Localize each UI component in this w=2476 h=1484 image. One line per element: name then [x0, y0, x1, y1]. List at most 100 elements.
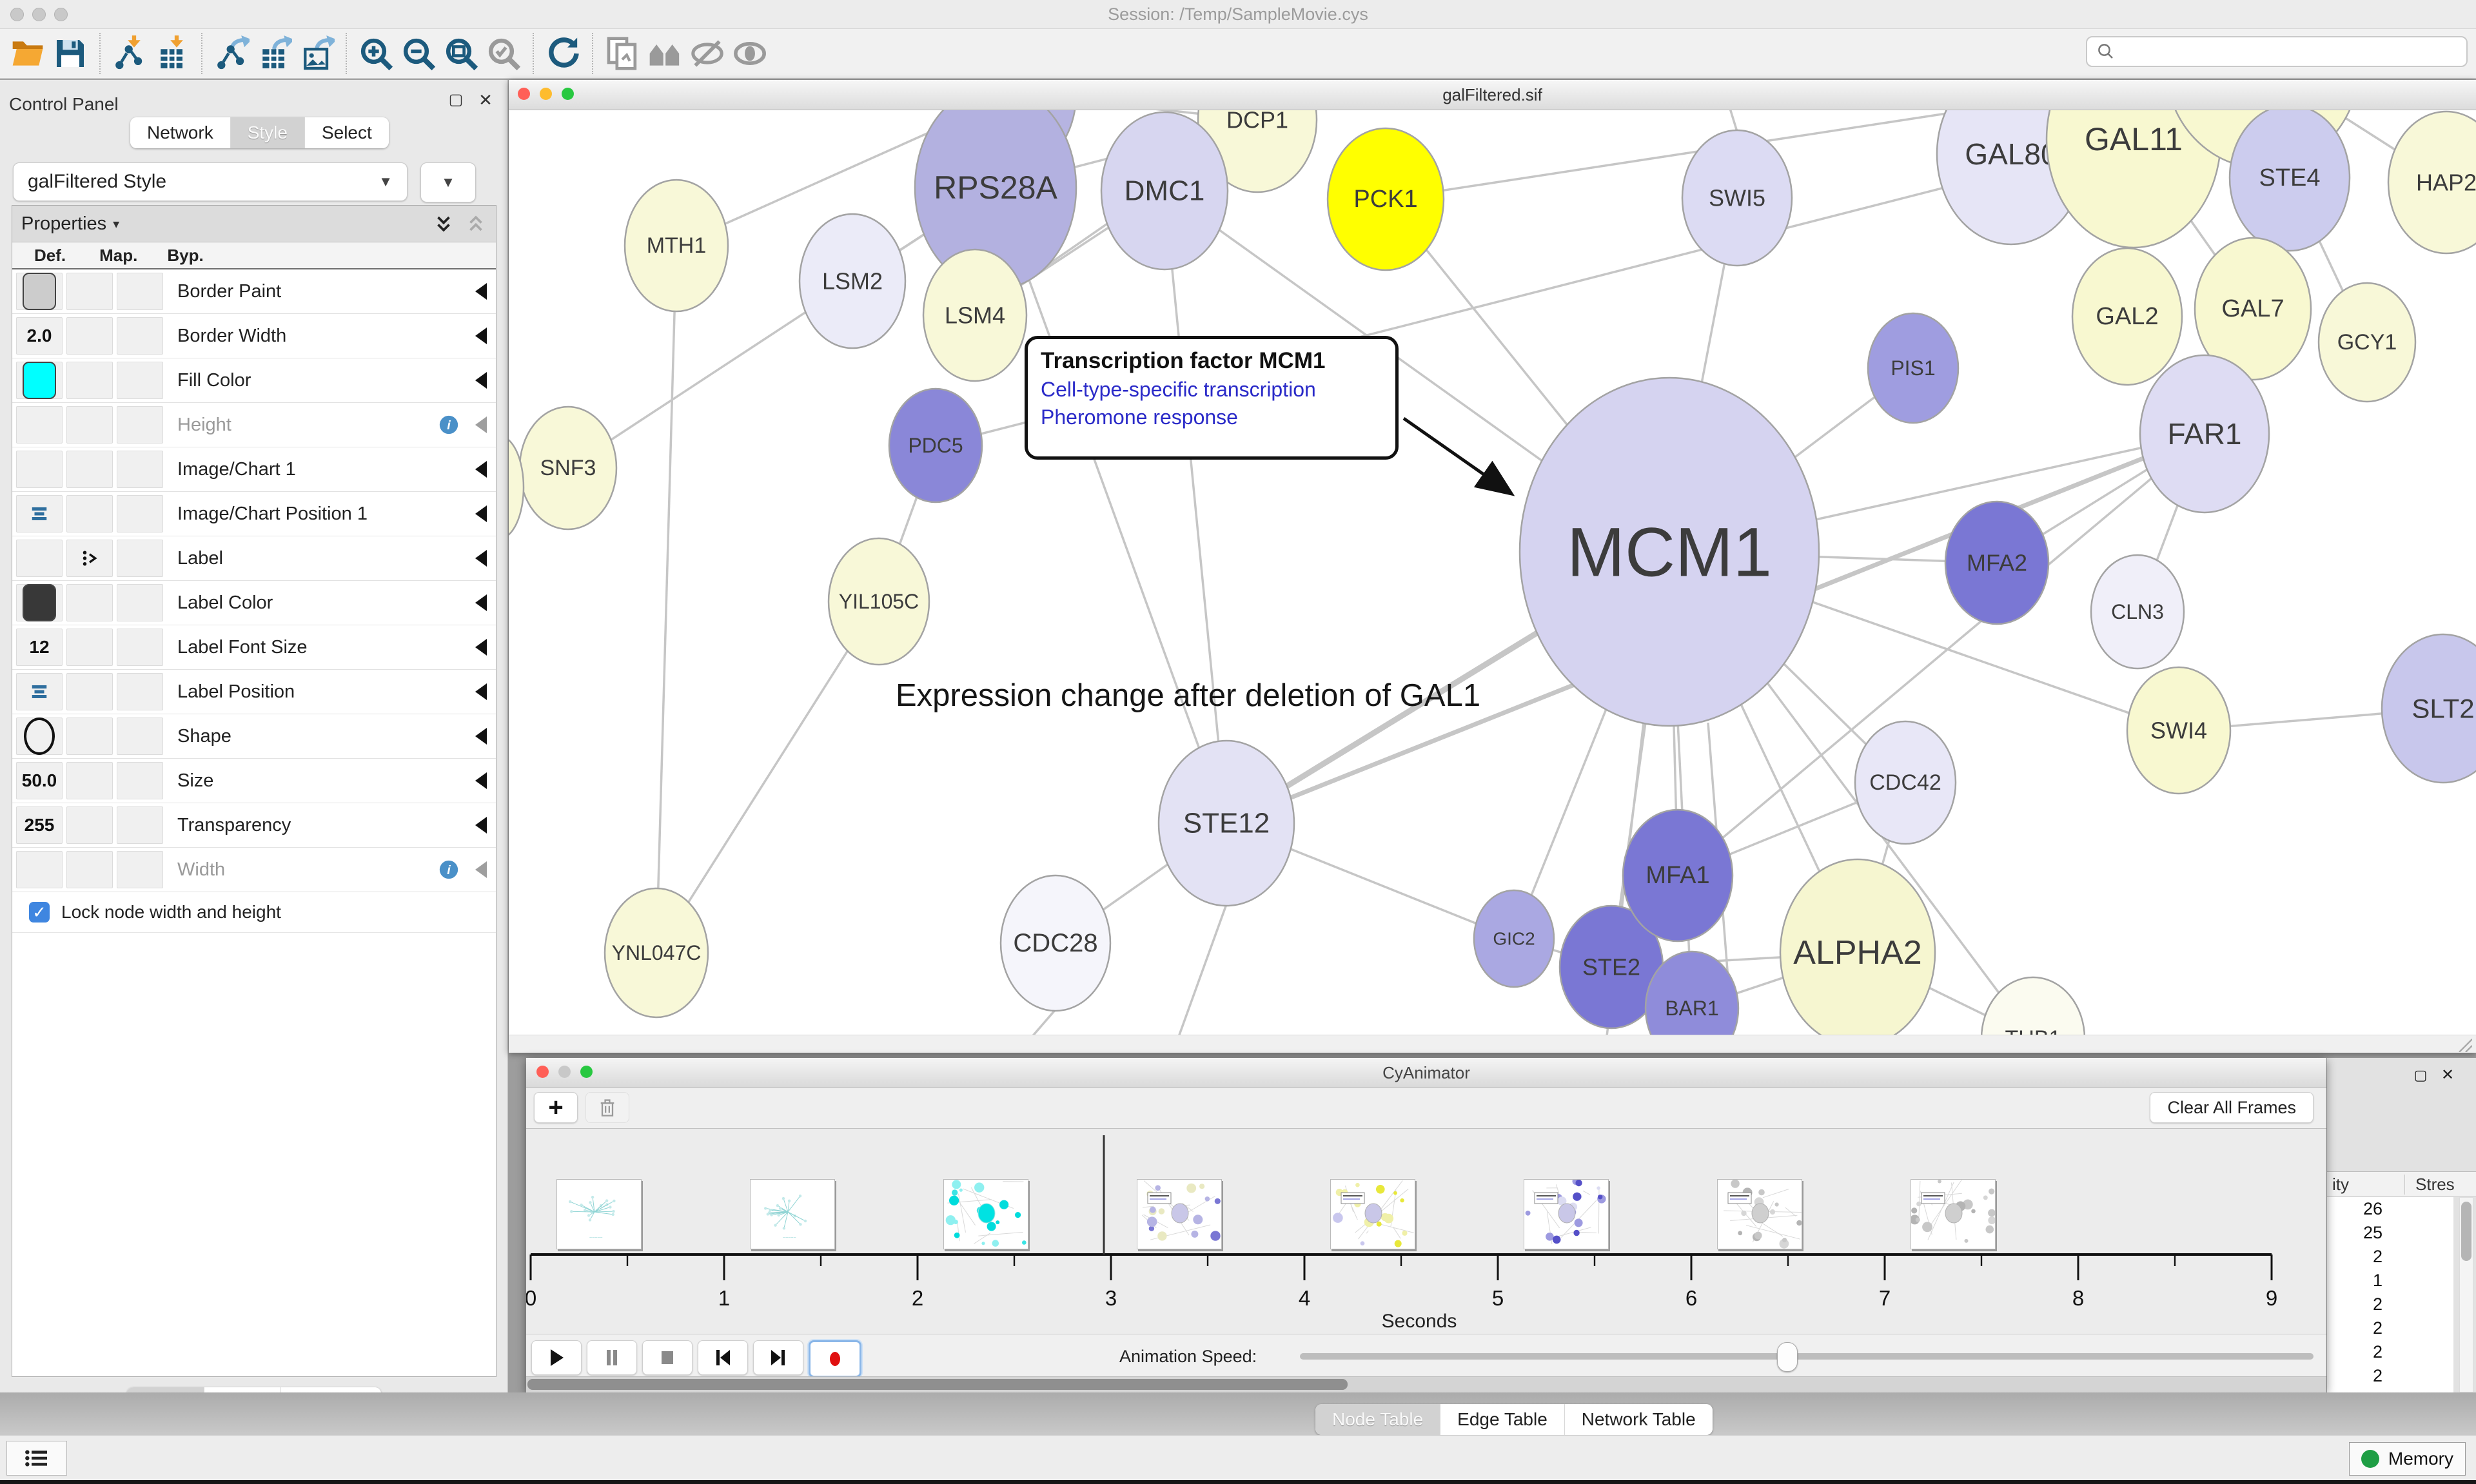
network-node-ste12[interactable]: STE12 — [1157, 739, 1295, 907]
table-row[interactable]: 2 — [2372, 1342, 2383, 1362]
map-cell[interactable] — [66, 673, 113, 710]
byp-cell[interactable] — [117, 851, 163, 888]
frames-scrollbar[interactable] — [526, 1376, 2326, 1392]
table-row[interactable]: 1 — [2372, 1271, 2383, 1290]
network-node-ste2[interactable]: STE2 — [1558, 904, 1664, 1030]
collapse-arrow-icon[interactable] — [475, 505, 487, 522]
network-canvas[interactable]: RPS28BDCP1RPS28ADMC1PCK1MTH1LSM2LSM4SWI5… — [509, 110, 2476, 1053]
network-node-gal7[interactable]: GAL7 — [2194, 237, 2312, 381]
network-node-ynl047c[interactable]: YNL047C — [604, 887, 709, 1019]
info-icon[interactable]: i — [438, 414, 460, 436]
task-history-button[interactable] — [6, 1441, 67, 1476]
network-node-mcm1[interactable]: MCM1 — [1518, 376, 1820, 727]
byp-cell[interactable] — [117, 806, 163, 844]
annotation-link[interactable]: Pheromone response — [1041, 405, 1238, 429]
map-cell[interactable] — [66, 273, 113, 310]
float-panel-icon[interactable]: ▢ — [448, 91, 464, 108]
default-swatch[interactable] — [23, 584, 56, 621]
byp-cell[interactable] — [117, 495, 163, 532]
search-input[interactable] — [2122, 41, 2466, 63]
table-row[interactable]: 2 — [2372, 1318, 2383, 1338]
network-node[interactable] — [509, 436, 525, 539]
network-node-mfa1[interactable]: MFA1 — [1622, 808, 1734, 942]
property-row-image-chart-position-1[interactable]: Image/Chart Position 1 — [12, 492, 496, 536]
style-selector[interactable]: galFiltered Style ▼ — [13, 162, 408, 201]
property-row-width[interactable]: Width i — [12, 848, 496, 892]
minimize-window-icon[interactable] — [32, 8, 46, 21]
tab-select[interactable]: Select — [304, 117, 389, 148]
zoom-icon[interactable] — [580, 1066, 593, 1078]
clear-all-frames-button[interactable]: Clear All Frames — [2150, 1092, 2314, 1123]
properties-header[interactable]: Properties ▾ — [12, 206, 496, 242]
network-node-dcp1[interactable]: DCP1 — [1197, 110, 1318, 193]
network-node-swi4[interactable]: SWI4 — [2126, 666, 2232, 795]
property-row-border-width[interactable]: 2.0 Border Width — [12, 314, 496, 358]
collapse-all-icon[interactable] — [465, 213, 487, 235]
close-icon[interactable] — [536, 1066, 549, 1078]
map-cell[interactable] — [66, 806, 113, 844]
collapse-arrow-icon[interactable] — [475, 594, 487, 611]
network-node-swi5[interactable]: SWI5 — [1681, 129, 1793, 267]
resize-grip-icon[interactable] — [2453, 1038, 2472, 1052]
network-node-far1[interactable]: FAR1 — [2139, 354, 2270, 514]
tab-network-table[interactable]: Network Table — [1564, 1404, 1713, 1435]
network-node-gic2[interactable]: GIC2 — [1473, 889, 1555, 988]
def-cell[interactable]: 50.0 — [16, 762, 63, 799]
network-node-gal2[interactable]: GAL2 — [2071, 247, 2183, 386]
property-row-size[interactable]: 50.0 Size — [12, 759, 496, 803]
tab-node-table[interactable]: Node Table — [1315, 1404, 1441, 1435]
property-row-height[interactable]: Height i — [12, 403, 496, 447]
byp-cell[interactable] — [117, 718, 163, 755]
property-row-label-color[interactable]: Label Color — [12, 581, 496, 625]
def-cell[interactable] — [16, 584, 63, 621]
frame-thumbnail-3[interactable] — [1137, 1179, 1222, 1249]
collapse-arrow-icon[interactable] — [475, 639, 487, 656]
save-button[interactable] — [49, 32, 92, 75]
timeline[interactable] — [526, 1129, 2325, 1334]
animation-speed-slider[interactable] — [1300, 1342, 2314, 1372]
mcm1-annotation[interactable]: Transcription factor MCM1 Cell-type-spec… — [1025, 336, 1399, 460]
close-window-icon[interactable] — [10, 8, 24, 21]
export-table-button[interactable] — [253, 32, 295, 75]
network-node-pdc5[interactable]: PDC5 — [888, 387, 983, 503]
zoom-fit-button[interactable] — [440, 32, 482, 75]
memory-button[interactable]: Memory — [2348, 1442, 2466, 1476]
refresh-button[interactable] — [542, 32, 584, 75]
collapse-arrow-icon[interactable] — [475, 327, 487, 344]
def-cell[interactable] — [16, 540, 63, 577]
network-node-hap2[interactable]: HAP2 — [2387, 110, 2476, 255]
network-node-ste4[interactable]: STE4 — [2228, 110, 2351, 252]
collapse-arrow-icon[interactable] — [475, 817, 487, 834]
network-node-alpha2[interactable]: ALPHA2 — [1779, 858, 1936, 1048]
collapse-arrow-icon[interactable] — [475, 550, 487, 567]
network-node-yil105c[interactable]: YIL105C — [827, 537, 930, 666]
property-row-border-paint[interactable]: Border Paint — [12, 269, 496, 314]
table-row[interactable]: 2 — [2372, 1247, 2383, 1266]
table-row[interactable]: 2 — [2372, 1366, 2383, 1385]
property-row-transparency[interactable]: 255 Transparency — [12, 803, 496, 848]
minimize-icon[interactable] — [558, 1066, 571, 1078]
network-node-bar1[interactable]: BAR1 — [1644, 950, 1740, 1053]
maximize-window-icon[interactable] — [54, 8, 68, 21]
collapse-arrow-icon[interactable] — [475, 416, 487, 433]
table-row[interactable]: 2 — [2372, 1294, 2383, 1314]
byp-cell[interactable] — [117, 629, 163, 666]
default-value[interactable]: 2.0 — [26, 326, 52, 346]
duplicate-button[interactable] — [601, 32, 644, 75]
minimize-icon[interactable] — [540, 88, 552, 100]
byp-cell[interactable] — [117, 451, 163, 488]
byp-cell[interactable] — [117, 317, 163, 355]
map-cell[interactable] — [66, 762, 113, 799]
search-box[interactable] — [2086, 36, 2468, 67]
byp-cell[interactable] — [117, 673, 163, 710]
default-value[interactable]: 12 — [29, 637, 50, 657]
map-cell[interactable] — [66, 451, 113, 488]
collapse-arrow-icon[interactable] — [475, 461, 487, 478]
byp-cell[interactable] — [117, 584, 163, 621]
map-cell[interactable] — [66, 495, 113, 532]
add-frame-button[interactable]: + — [534, 1092, 578, 1123]
close-panel-icon[interactable]: ✕ — [478, 90, 493, 110]
property-row-label[interactable]: Label — [12, 536, 496, 581]
shape-ellipse-icon[interactable] — [24, 718, 55, 755]
property-row-shape[interactable]: Shape — [12, 714, 496, 759]
